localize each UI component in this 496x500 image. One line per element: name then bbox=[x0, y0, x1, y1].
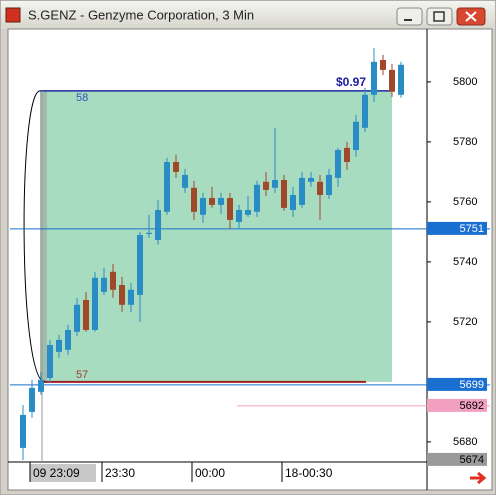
candle-body bbox=[200, 198, 206, 215]
candle-body bbox=[101, 277, 107, 292]
measure-shadow bbox=[40, 90, 47, 382]
candle-body bbox=[38, 379, 44, 392]
measure-box bbox=[40, 90, 392, 382]
candle-body bbox=[290, 195, 296, 210]
window-title: S.GENZ - Genzyme Corporation, 3 Min bbox=[28, 7, 254, 22]
candle-body bbox=[335, 150, 341, 178]
scroll-arrow[interactable] bbox=[470, 471, 487, 485]
price-marker-label: 5692 bbox=[460, 400, 484, 412]
candle-body bbox=[353, 121, 359, 150]
measure-change-label: $0.97 bbox=[336, 75, 366, 89]
candle-body bbox=[110, 271, 116, 290]
y-tick-label: 5720 bbox=[453, 316, 477, 328]
candle-body bbox=[236, 210, 242, 222]
x-tick-label: 23:30 bbox=[105, 466, 135, 480]
candle-body bbox=[74, 304, 80, 332]
price-marker-label: 5699 bbox=[460, 379, 484, 391]
candle-body bbox=[218, 198, 224, 205]
app-icon bbox=[5, 7, 21, 23]
x-label-box bbox=[30, 464, 96, 482]
candle-body bbox=[227, 198, 233, 220]
candle-body bbox=[47, 345, 53, 378]
candle-body bbox=[137, 234, 143, 295]
candle-body bbox=[191, 187, 197, 212]
candle-body bbox=[254, 184, 260, 212]
candle-body bbox=[209, 198, 215, 205]
x-tick-label: 09 23:09 bbox=[33, 466, 80, 480]
candle-body bbox=[83, 300, 89, 330]
candle-body bbox=[29, 387, 35, 412]
candle-body bbox=[128, 289, 134, 305]
y-tick-label: 5780 bbox=[453, 136, 477, 148]
candle-body bbox=[119, 285, 125, 305]
candle-body bbox=[245, 210, 251, 215]
candle-body bbox=[173, 162, 179, 172]
maximize-button[interactable] bbox=[426, 7, 453, 26]
price-marker bbox=[427, 377, 487, 391]
measure-top-label: 58 bbox=[76, 92, 88, 104]
price-marker-label: 5674 bbox=[460, 454, 484, 466]
candle-body bbox=[146, 232, 152, 234]
price-marker-label: 5751 bbox=[460, 223, 484, 235]
maximize-icon bbox=[433, 11, 445, 22]
y-tick-label: 5800 bbox=[453, 76, 477, 88]
candle-body bbox=[56, 339, 62, 352]
candle-body bbox=[308, 177, 314, 182]
candle-body bbox=[371, 61, 377, 95]
candle-body bbox=[317, 181, 323, 195]
candle-body bbox=[389, 69, 395, 92]
measure-bracket bbox=[23, 90, 46, 383]
candle-body bbox=[380, 60, 386, 70]
close-icon bbox=[465, 11, 477, 22]
candle-body bbox=[65, 330, 71, 350]
candle-body bbox=[398, 64, 404, 95]
candle-body bbox=[272, 180, 278, 188]
candle-body bbox=[281, 180, 287, 208]
minimize-button[interactable] bbox=[396, 7, 423, 26]
candle-body bbox=[362, 94, 368, 128]
candle-body bbox=[164, 162, 170, 212]
candle-body bbox=[92, 277, 98, 330]
y-tick-label: 5760 bbox=[453, 196, 477, 208]
price-marker bbox=[427, 398, 487, 412]
measure-bottom-label: 57 bbox=[76, 369, 88, 381]
y-tick-label: 5680 bbox=[453, 436, 477, 448]
candle-body bbox=[182, 174, 188, 188]
y-tick-label: 5740 bbox=[453, 256, 477, 268]
candle-body bbox=[344, 147, 350, 162]
price-marker bbox=[427, 452, 487, 466]
candle-body bbox=[299, 177, 305, 205]
candle-body bbox=[326, 174, 332, 195]
price-marker bbox=[427, 221, 487, 235]
candle-body bbox=[263, 181, 269, 190]
candle-body bbox=[20, 414, 26, 448]
plot: 58 57 $0.97 5680 5720 5740 5760 5780 5800 5751 569… bbox=[10, 48, 490, 482]
x-tick-label: 18-00:30 bbox=[285, 466, 333, 480]
candle-body bbox=[155, 210, 161, 240]
x-tick-label: 00:00 bbox=[195, 466, 225, 480]
